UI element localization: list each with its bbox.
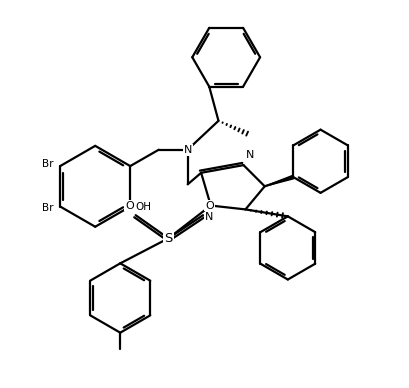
Text: Br: Br (42, 203, 53, 213)
Text: N: N (204, 213, 213, 222)
Text: O: O (125, 201, 133, 211)
Text: O: O (204, 201, 213, 211)
Polygon shape (264, 175, 293, 186)
Text: N: N (245, 150, 254, 160)
Text: OH: OH (135, 201, 151, 211)
Text: S: S (164, 232, 172, 245)
Text: N: N (183, 145, 191, 155)
Text: Br: Br (42, 159, 53, 169)
